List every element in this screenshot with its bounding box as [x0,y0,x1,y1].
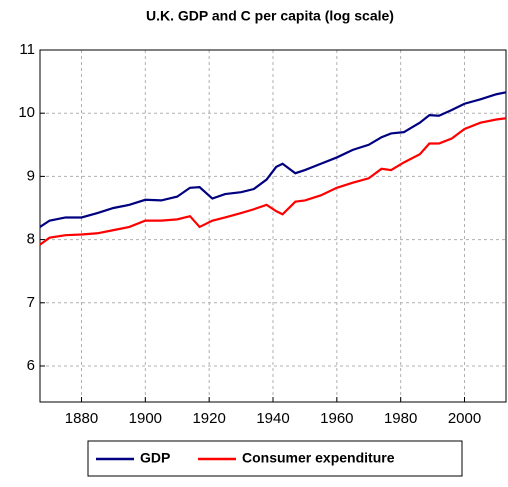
legend-box [87,440,463,477]
x-tick-label: 1900 [129,410,162,427]
chart-title: U.K. GDP and C per capita (log scale) [146,8,394,24]
series-line [39,117,507,246]
legend-label: Consumer expenditure [242,450,395,466]
x-tick-label: 1880 [65,410,98,427]
x-tick-label: 1940 [256,410,289,427]
y-tick-label: 8 [27,231,35,248]
x-tick-label: 1980 [384,410,417,427]
y-tick-label: 9 [27,167,35,184]
x-tick-label: 2000 [448,410,481,427]
legend-label: GDP [140,450,170,466]
x-tick-label: 1960 [320,410,353,427]
y-tick-label: 7 [27,294,35,311]
y-tick-label: 6 [27,357,35,374]
y-tick-label: 10 [18,104,35,121]
series-line [39,91,507,228]
y-tick-label: 11 [19,41,35,58]
x-tick-label: 1920 [192,410,225,427]
